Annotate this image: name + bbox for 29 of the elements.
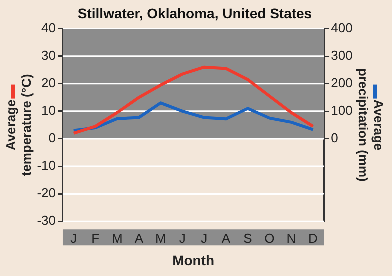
x-tick-label: M [112,230,123,246]
x-tick-label: A [222,230,231,246]
y-tick-label: 20 [42,75,56,90]
y-tick-label: -30 [37,213,56,228]
x-tick-label: F [92,230,100,246]
x-tick-label: A [134,230,144,246]
y2-tick-label: 0 [331,130,338,146]
y-tick-label: -20 [37,186,56,201]
y-tick-label: 0 [48,130,56,146]
y-tick-label: -10 [37,158,56,174]
x-tick-label: J [70,230,78,246]
y-tick-label: 30 [42,48,56,63]
y-tick-label: 10 [42,103,56,118]
y2-tick-label: 300 [331,48,353,63]
x-tick-label: S [244,230,253,246]
y-tick-label: 40 [42,20,56,36]
y2-tick-label: 100 [331,103,353,118]
x-tick-label: N [286,230,296,246]
x-tick-label: M [155,230,166,246]
x-tick-label: J [179,230,186,246]
x-tick-label: J [201,230,208,246]
x-tick-label: D [308,230,318,246]
x-axis-title: Month [172,252,215,268]
x-tick-label: O [264,230,275,246]
y2-tick-label: 400 [331,20,353,36]
y-axis-title: Average temperature (°C) [3,74,34,176]
y2-axis-title: Average precipitation (mm) [356,68,387,182]
y2-tick-label: 200 [331,75,353,90]
chart-title: Stillwater, Oklahoma, United States [78,5,312,22]
